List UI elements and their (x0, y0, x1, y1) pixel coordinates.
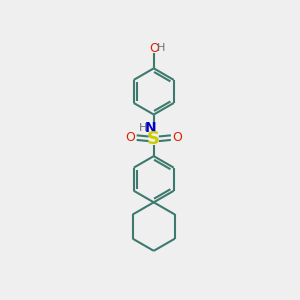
Text: O: O (125, 131, 135, 144)
Text: O: O (149, 42, 159, 55)
Text: O: O (172, 131, 182, 144)
Text: N: N (145, 122, 157, 135)
Text: S: S (147, 130, 160, 148)
Text: H: H (139, 123, 147, 134)
Text: H: H (157, 43, 166, 53)
